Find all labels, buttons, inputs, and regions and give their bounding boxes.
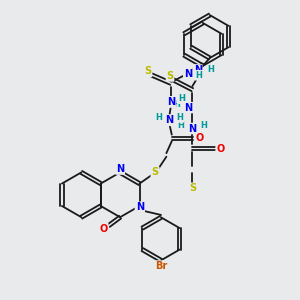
Text: N: N [194, 65, 202, 75]
Text: S: S [144, 66, 152, 76]
Text: N: N [165, 115, 173, 125]
Text: N: N [184, 103, 192, 112]
Text: H: H [208, 65, 214, 74]
Text: H: H [178, 121, 184, 130]
Text: N: N [167, 97, 175, 107]
Text: H: H [155, 113, 162, 122]
Text: H: H [196, 71, 202, 80]
Text: S: S [189, 183, 196, 193]
Text: N: N [136, 202, 144, 212]
Text: H: H [178, 94, 185, 103]
Text: N: N [184, 69, 192, 79]
Text: N: N [116, 164, 124, 174]
Text: H: H [200, 121, 207, 130]
Text: Br: Br [155, 261, 167, 271]
Text: H: H [196, 71, 202, 80]
Text: S: S [152, 167, 159, 177]
Text: H: H [176, 113, 183, 122]
Text: N: N [167, 97, 175, 107]
Text: H: H [173, 100, 180, 109]
Text: O: O [195, 133, 203, 143]
Text: O: O [99, 224, 107, 233]
Text: H: H [176, 113, 183, 122]
Text: S: S [167, 71, 174, 81]
Text: N: N [184, 69, 192, 79]
Text: H: H [178, 94, 185, 103]
Text: H: H [155, 113, 162, 122]
Text: O: O [216, 143, 225, 154]
Text: N: N [165, 115, 173, 125]
Text: N: N [188, 124, 196, 134]
Text: O: O [195, 133, 203, 143]
Text: S: S [152, 167, 159, 177]
Text: S: S [144, 66, 152, 76]
Text: O: O [99, 224, 107, 233]
Text: Br: Br [155, 261, 167, 271]
Text: N: N [135, 202, 144, 212]
Text: N: N [116, 164, 124, 174]
